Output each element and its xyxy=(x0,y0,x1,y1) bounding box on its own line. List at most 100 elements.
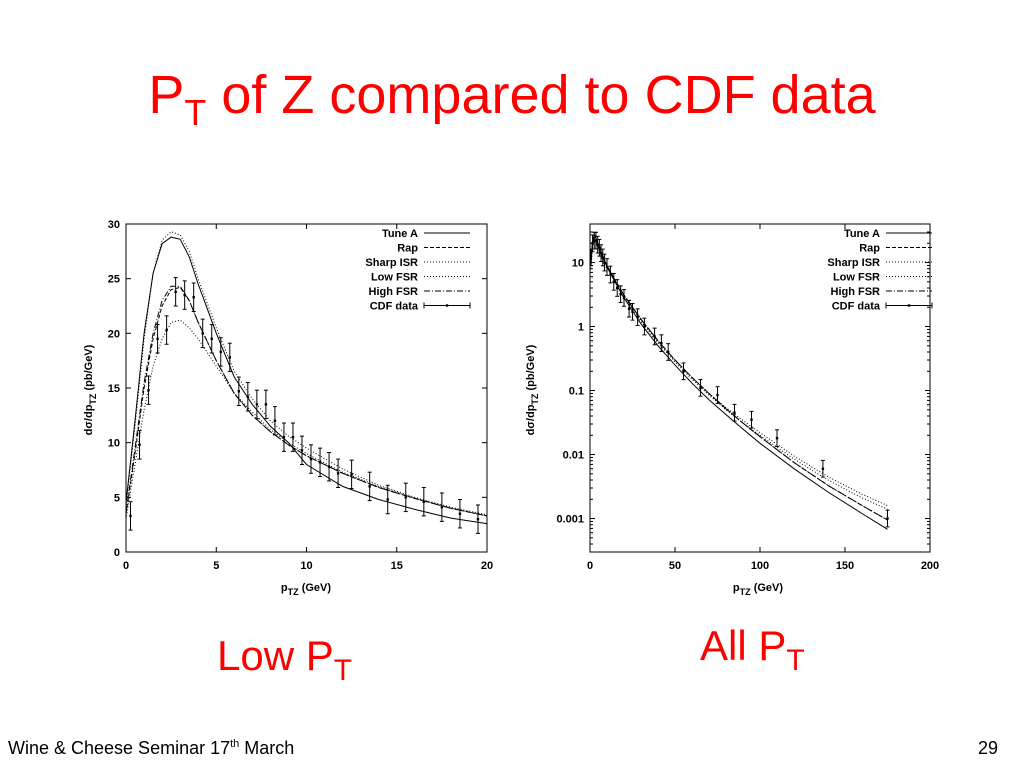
title-main: P xyxy=(148,65,185,125)
cdf-data-point xyxy=(612,280,615,283)
cdf-data-point xyxy=(255,403,259,406)
all-pt-caption-main: All P xyxy=(700,622,787,669)
x-tick-label: 100 xyxy=(751,560,769,572)
cdf-data-point xyxy=(598,246,601,249)
cdf-data-point xyxy=(422,500,426,503)
cdf-data-point xyxy=(264,403,268,406)
series-line-sharp-isr xyxy=(126,231,487,516)
y-tick-label: 30 xyxy=(108,219,120,231)
x-axis-label-main: p xyxy=(733,582,740,594)
y-tick-label: 20 xyxy=(108,328,120,340)
cdf-data-point xyxy=(596,243,599,246)
legend-swatch-point xyxy=(907,304,911,307)
cdf-data-point xyxy=(386,498,389,501)
x-tick-label: 15 xyxy=(391,560,403,572)
cdf-data-point xyxy=(350,473,353,476)
cdf-data-point xyxy=(821,467,825,470)
cdf-data-point xyxy=(165,328,168,332)
y-tick-label: 1 xyxy=(578,322,584,334)
cdf-data-point xyxy=(750,418,753,421)
cdf-data-point xyxy=(601,256,604,259)
cdf-data-point xyxy=(589,256,593,259)
legend-label-tune-a: Tune A xyxy=(844,228,880,240)
legend-label-cdf-data: CDF data xyxy=(832,301,881,313)
x-axis-label-sub: TZ xyxy=(740,587,751,597)
cdf-data-point xyxy=(627,307,631,310)
y-axis-label: dσ/dpTZ (pb/GeV) xyxy=(525,344,540,435)
cdf-data-point xyxy=(667,350,670,354)
x-axis-label-sub: TZ xyxy=(288,587,299,597)
legend-swatch-point xyxy=(445,304,449,307)
title-rest: of Z compared to CDF data xyxy=(206,65,876,125)
page-number: 29 xyxy=(977,738,998,758)
y-axis-label-main: dσ/dp xyxy=(83,404,95,435)
cdf-data-point xyxy=(201,332,204,335)
cdf-data-point xyxy=(147,388,150,392)
cdf-data-point xyxy=(775,436,779,440)
legend-label-rap: Rap xyxy=(397,243,418,255)
x-axis-label-main: p xyxy=(281,582,288,594)
cdf-data-point xyxy=(228,356,231,359)
x-tick-label: 50 xyxy=(669,560,681,572)
low-pt-caption-sub: T xyxy=(333,654,353,687)
legend-label-rap: Rap xyxy=(859,243,880,255)
cdf-data-point xyxy=(210,337,213,340)
y-tick-label: 10 xyxy=(108,438,120,450)
cdf-data-point xyxy=(300,449,304,452)
cdf-data-point xyxy=(616,286,619,290)
all-pt-caption-sub: T xyxy=(786,644,805,677)
cdf-data-point xyxy=(593,239,596,242)
cdf-data-point xyxy=(622,296,626,300)
y-axis-label-units: (pb/GeV) xyxy=(525,344,537,393)
x-tick-label: 200 xyxy=(921,560,939,572)
y-tick-label: 15 xyxy=(108,383,120,395)
series-line-high-fsr xyxy=(126,285,487,517)
cdf-data-point xyxy=(327,465,331,468)
footer-main: Wine & Cheese Seminar 17 xyxy=(8,738,231,758)
y-axis-label-sub: TZ xyxy=(530,393,540,404)
cdf-data-point xyxy=(282,436,286,439)
all-pt-caption: All PT xyxy=(700,622,805,676)
slide-title: PT of Z compared to CDF data xyxy=(0,65,1024,131)
legend-label-high-fsr: High FSR xyxy=(369,286,419,298)
footer-month: March xyxy=(239,738,295,758)
cdf-data-point xyxy=(653,335,656,338)
footer-text: Wine & Cheese Seminar 17th March xyxy=(8,738,294,759)
cdf-data-point xyxy=(476,518,480,521)
x-axis-label-units: (GeV) xyxy=(751,582,784,594)
x-tick-label: 5 xyxy=(213,560,219,572)
y-tick-label: 5 xyxy=(114,492,120,504)
y-tick-label: 0.001 xyxy=(556,514,584,526)
cdf-data-point xyxy=(594,239,598,242)
cdf-data-point xyxy=(591,242,594,245)
low-pt-caption-main: Low P xyxy=(217,632,334,679)
legend-label-tune-a: Tune A xyxy=(382,228,418,240)
y-tick-label: 0.01 xyxy=(563,450,584,462)
cdf-data-point xyxy=(733,411,736,414)
series-line-tune-a xyxy=(126,236,487,525)
cdf-data-point xyxy=(336,472,340,475)
cdf-data-point xyxy=(404,496,407,499)
cdf-data-point xyxy=(643,325,646,328)
low-pt-caption: Low PT xyxy=(217,632,352,686)
legend-label-sharp-isr: Sharp ISR xyxy=(827,257,880,269)
legend-label-high-fsr: High FSR xyxy=(831,286,881,298)
cdf-data-point xyxy=(183,293,186,297)
x-axis-label: pTZ (GeV) xyxy=(281,582,331,597)
cdf-data-point xyxy=(192,296,195,299)
y-tick-label: 0 xyxy=(114,547,120,559)
legend-label-sharp-isr: Sharp ISR xyxy=(365,257,418,269)
title-subscript: T xyxy=(184,92,207,133)
cdf-data-point xyxy=(156,337,159,340)
cdf-data-point xyxy=(219,350,222,354)
legend-label-cdf-data: CDF data xyxy=(370,301,419,313)
cdf-data-point xyxy=(716,393,719,397)
cdf-data-point xyxy=(174,290,177,293)
x-axis-label-units: (GeV) xyxy=(299,582,332,594)
cdf-data-point xyxy=(599,251,603,255)
cdf-data-point xyxy=(631,310,634,313)
cdf-data-point xyxy=(458,512,462,515)
cdf-data-point xyxy=(619,293,622,296)
cdf-data-point xyxy=(237,390,241,393)
